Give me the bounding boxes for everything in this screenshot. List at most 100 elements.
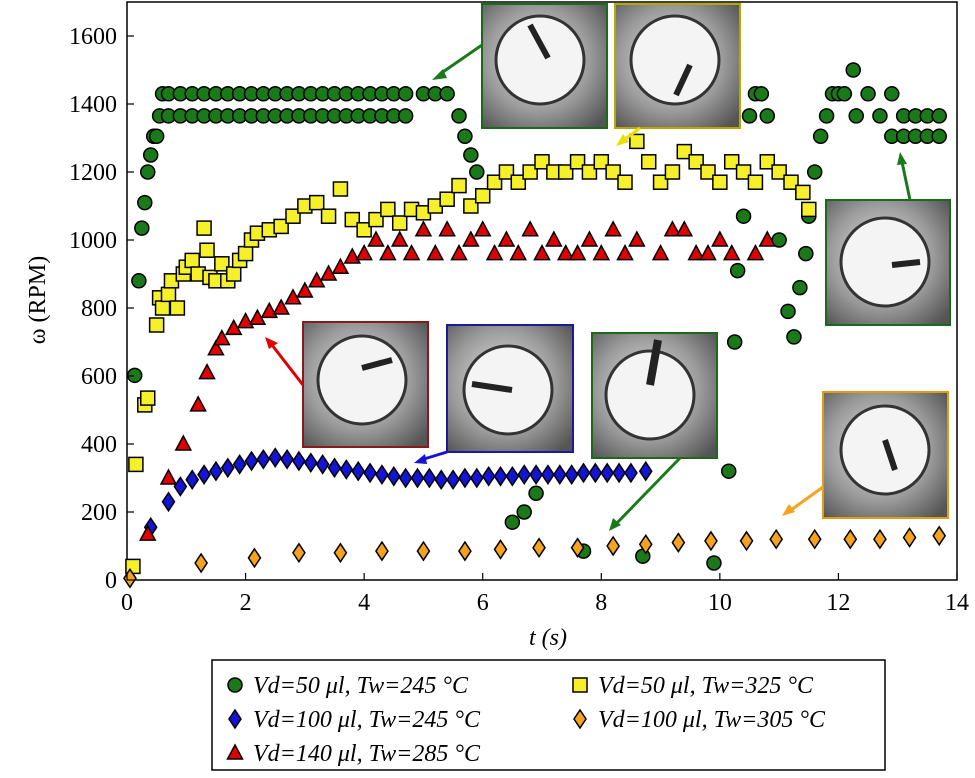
point: [440, 87, 454, 101]
y-axis-label: ω (RPM): [25, 256, 51, 344]
point: [653, 246, 668, 260]
point: [665, 165, 679, 179]
point: [511, 246, 526, 260]
point: [546, 232, 561, 246]
point: [440, 222, 455, 236]
inset: [482, 4, 607, 128]
x-tick-label: 12: [826, 590, 850, 616]
inset: [592, 333, 717, 458]
point: [570, 246, 585, 260]
x-axis-label: t (s): [529, 625, 567, 651]
point: [770, 530, 782, 548]
point: [885, 87, 899, 101]
point: [470, 165, 484, 179]
x-tick-label: 4: [358, 590, 370, 616]
point: [861, 87, 875, 101]
x-tick-label: 0: [121, 590, 133, 616]
point: [381, 202, 395, 216]
point: [799, 247, 813, 261]
point: [197, 221, 211, 235]
point: [150, 318, 164, 332]
inset: [303, 322, 428, 447]
point: [333, 182, 347, 196]
insets: [303, 4, 950, 518]
point: [400, 469, 412, 487]
point: [629, 232, 644, 246]
point: [874, 530, 886, 548]
point: [499, 232, 514, 246]
point: [495, 467, 507, 485]
point: [722, 464, 736, 478]
point: [191, 397, 206, 411]
point: [625, 464, 637, 482]
point: [618, 175, 632, 189]
y-tick-label: 400: [81, 432, 117, 458]
y-tick-label: 600: [81, 364, 117, 390]
point: [345, 249, 360, 263]
y-tick-label: 0: [105, 568, 117, 594]
x-tick-label: 10: [708, 590, 732, 616]
point: [329, 459, 341, 477]
point: [737, 209, 751, 223]
point: [393, 216, 407, 230]
point: [618, 246, 633, 260]
point: [582, 232, 597, 246]
point: [392, 232, 407, 246]
point: [399, 87, 413, 101]
point: [476, 189, 490, 203]
point: [535, 246, 550, 260]
point: [388, 467, 400, 485]
point: [447, 471, 459, 489]
point: [808, 165, 822, 179]
point: [452, 179, 466, 193]
point: [269, 449, 281, 467]
point: [238, 314, 253, 328]
point: [163, 493, 175, 511]
point: [607, 537, 619, 555]
x-tick-label: 2: [240, 590, 252, 616]
x-tick-label: 6: [477, 590, 489, 616]
chart: t (s) ω (RPM) 02468101214020040060080010…: [0, 0, 975, 773]
point: [873, 109, 887, 123]
point: [141, 165, 155, 179]
point: [132, 274, 146, 288]
point: [404, 246, 419, 260]
point: [293, 544, 305, 562]
point: [554, 466, 566, 484]
y-tick-label: 1600: [69, 24, 117, 50]
point: [161, 470, 176, 484]
point: [281, 450, 293, 468]
point: [701, 246, 716, 260]
point: [334, 544, 346, 562]
y-tick-label: 800: [81, 296, 117, 322]
point: [712, 232, 727, 246]
point: [837, 87, 851, 101]
point: [640, 462, 652, 480]
point: [672, 534, 684, 552]
point: [412, 469, 424, 487]
point: [176, 436, 191, 450]
point: [317, 455, 329, 473]
x-tick-label: 8: [595, 590, 607, 616]
point: [606, 222, 621, 236]
point: [533, 539, 545, 557]
point: [417, 542, 429, 560]
point: [530, 466, 542, 484]
point: [705, 532, 717, 550]
point: [743, 109, 757, 123]
point: [517, 505, 531, 519]
point: [248, 549, 260, 567]
point: [135, 221, 149, 235]
point: [144, 148, 158, 162]
y-tick-label: 1000: [69, 228, 117, 254]
point: [471, 469, 483, 487]
point: [642, 155, 656, 169]
point: [210, 462, 222, 480]
point: [748, 246, 763, 260]
point: [340, 461, 352, 479]
arrow: [902, 162, 910, 200]
legend-label: Vd=100 μl, Tw=245 °C: [253, 707, 481, 733]
point: [846, 63, 860, 77]
point: [523, 222, 538, 236]
inset: [615, 4, 740, 128]
